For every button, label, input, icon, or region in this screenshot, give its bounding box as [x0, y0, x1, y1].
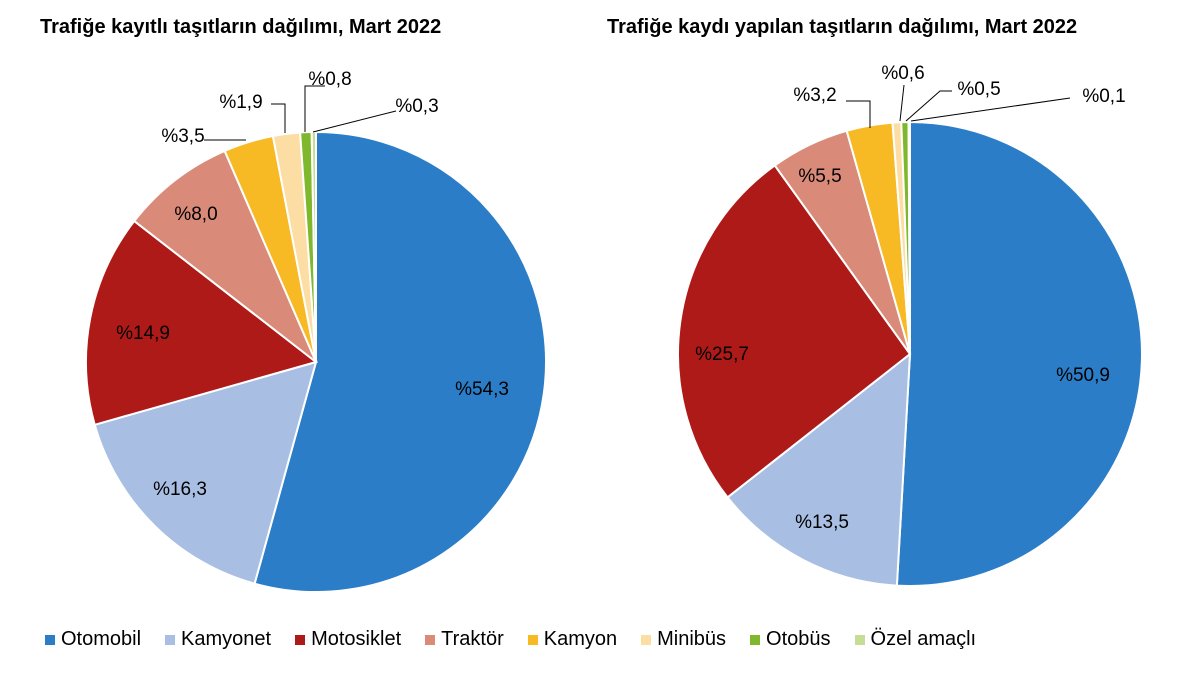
legend: Otomobil Kamyonet Motosiklet Traktör Kam… [45, 628, 1195, 651]
leader-line-otobus [304, 85, 325, 132]
chart-title-registered: Trafiğe kayıtlı taşıtların dağılımı, Mar… [40, 16, 442, 38]
legend-item-kamyonet: Kamyonet [165, 628, 271, 651]
data-label-minibus: %1,9 [219, 92, 262, 113]
legend-swatch [641, 634, 652, 645]
data-label-otomobil: %50,9 [1056, 365, 1110, 386]
legend-item-motosiklet: Motosiklet [295, 628, 401, 651]
legend-item-traktor: Traktör [425, 628, 504, 651]
legend-item-otobus: Otobüs [750, 628, 831, 651]
pie-slice-motosiklet [85, 219, 319, 427]
leader-line-minibus [899, 84, 905, 122]
data-label-motosiklet: %14,9 [116, 323, 170, 344]
leader-line-ozel-amacli [312, 110, 397, 133]
legend-label: Kamyon [543, 628, 618, 650]
legend-item-kamyon: Kamyon [527, 628, 618, 651]
legend-swatch [45, 634, 55, 645]
data-label-ozel-amacli: %0,3 [395, 96, 438, 117]
legend-item-minibus: Minibüs [641, 628, 726, 651]
pie-slice-kamyonet [726, 351, 912, 587]
legend-label: Otomobil [61, 628, 142, 650]
pie-slice-otomobil [895, 120, 1143, 587]
legend-swatch [295, 634, 306, 645]
data-label-minibus: %0,6 [881, 63, 924, 84]
legend-swatch [527, 634, 538, 645]
leader-line-otobus [905, 90, 952, 122]
pie-chart-registered: %54,3 %16,3 %14,9 %8,0 %3,5 %1,9 %0,8 %0,3 [85, 69, 547, 593]
data-label-otomobil: %54,3 [455, 379, 509, 400]
legend-label: Otobüs [766, 628, 831, 650]
pie-slice-kamyonet [93, 360, 318, 585]
pie-slice-motosiklet [677, 164, 912, 499]
leader-line-minibus [271, 103, 286, 133]
pie-slice-ozel-amacli [907, 120, 911, 355]
legend-label: Minibüs [657, 628, 727, 650]
legend-label: Traktör [441, 628, 504, 650]
legend-item-otomobil: Otomobil [45, 628, 141, 651]
leader-line-ozel-amacli [910, 97, 1071, 122]
legend-label: Özel amaçlı [870, 628, 977, 650]
legend-swatch [750, 634, 761, 645]
legend-swatch [165, 634, 176, 645]
legend-label: Kamyonet [181, 628, 272, 650]
data-label-kamyon: %3,5 [161, 126, 204, 147]
data-label-traktor: %5,5 [798, 166, 841, 187]
pie-slice-otomobil [253, 130, 547, 593]
data-label-otobus: %0,8 [308, 69, 351, 90]
data-label-otobus: %0,5 [957, 79, 1000, 100]
legend-label: Motosiklet [311, 628, 402, 650]
data-label-kamyonet: %16,3 [153, 479, 207, 500]
data-label-kamyonet: %13,5 [795, 512, 849, 533]
data-label-motosiklet: %25,7 [695, 344, 749, 365]
leader-line-kamyon [846, 100, 871, 128]
chart-title-newly-registered: Trafiğe kaydı yapılan taşıtların dağılım… [607, 16, 1078, 38]
data-label-kamyon: %3,2 [793, 85, 836, 106]
pie-chart-newly-registered: %50,9 %13,5 %25,7 %5,5 %3,2 %0,6 %0,5 %0,1 [677, 63, 1143, 587]
legend-swatch [425, 634, 436, 645]
legend-item-ozel-amacli: Özel amaçlı [854, 628, 977, 651]
legend-swatch [854, 634, 865, 645]
data-label-ozel-amacli: %0,1 [1082, 86, 1125, 107]
pie-slice-traktor [132, 149, 317, 363]
data-label-traktor: %8,0 [174, 204, 217, 225]
